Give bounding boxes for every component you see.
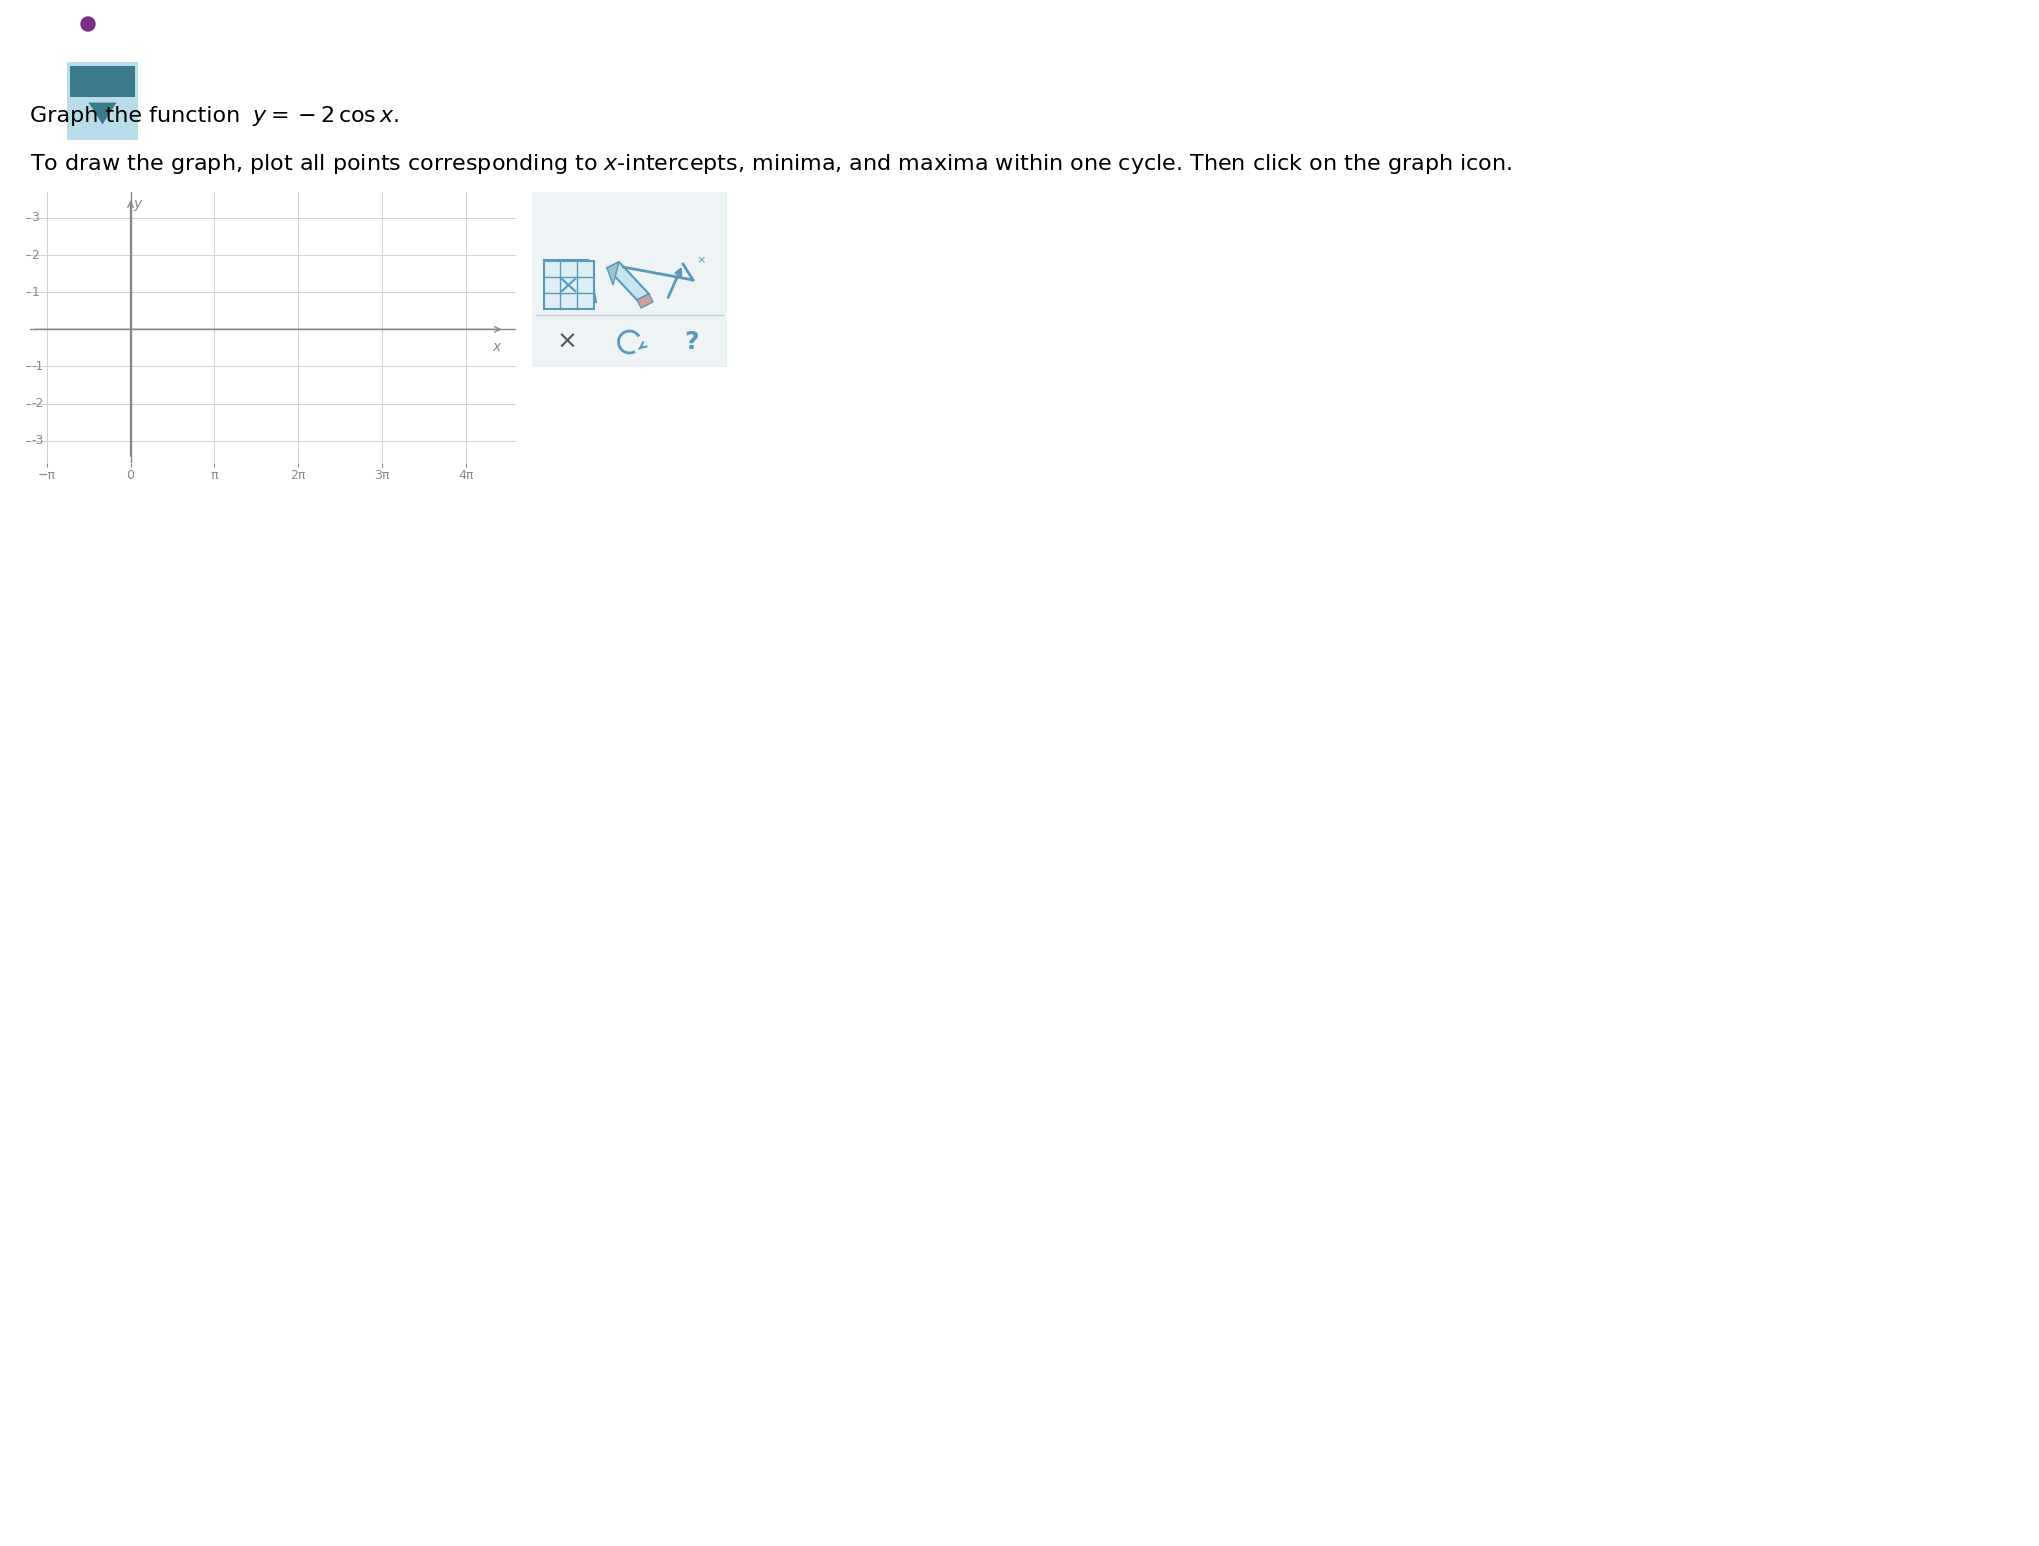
Text: x: x — [491, 340, 502, 354]
Bar — [69, 66, 135, 97]
FancyBboxPatch shape — [1986, 23, 2029, 39]
Text: ?: ? — [685, 329, 699, 354]
Circle shape — [82, 17, 96, 31]
Text: 1: 1 — [31, 286, 39, 298]
Polygon shape — [544, 260, 595, 301]
Text: 4π: 4π — [459, 468, 473, 481]
Text: 3π: 3π — [373, 468, 389, 481]
Text: -1: -1 — [31, 360, 43, 373]
Text: TRIGONOMETRIC FUNCTIONS: TRIGONOMETRIC FUNCTIONS — [102, 14, 306, 26]
Text: Graph the function: Graph the function — [31, 107, 247, 127]
Text: π: π — [210, 468, 218, 481]
Text: ×: × — [557, 329, 577, 354]
Text: 3: 3 — [31, 212, 39, 224]
Text: 0: 0 — [126, 468, 135, 481]
FancyBboxPatch shape — [1882, 23, 1925, 39]
FancyBboxPatch shape — [530, 192, 728, 368]
Polygon shape — [636, 294, 652, 308]
Text: 2π: 2π — [290, 468, 306, 481]
Polygon shape — [88, 102, 116, 124]
FancyBboxPatch shape — [67, 60, 139, 141]
Polygon shape — [544, 260, 563, 301]
Text: y: y — [135, 198, 143, 212]
Bar — [544, 261, 593, 309]
Polygon shape — [608, 261, 648, 300]
Text: Sketching the graph of y= a sin(x) or y= a cos(x): Sketching the graph of y= a sin(x) or y=… — [102, 32, 638, 51]
Text: -3: -3 — [31, 434, 43, 447]
Text: −π: −π — [39, 468, 55, 481]
Text: $y=-2\,\mathrm{cos}\,x.$: $y=-2\,\mathrm{cos}\,x.$ — [253, 104, 400, 128]
Polygon shape — [608, 261, 618, 284]
Text: 2: 2 — [31, 249, 39, 261]
Text: -2: -2 — [31, 397, 43, 410]
FancyBboxPatch shape — [1831, 23, 1872, 39]
FancyBboxPatch shape — [1935, 23, 1976, 39]
Text: To draw the graph, plot all points corresponding to $x$-intercepts, minima, and : To draw the graph, plot all points corre… — [31, 152, 1511, 176]
Text: ×: × — [695, 255, 705, 264]
FancyBboxPatch shape — [1778, 23, 1821, 39]
